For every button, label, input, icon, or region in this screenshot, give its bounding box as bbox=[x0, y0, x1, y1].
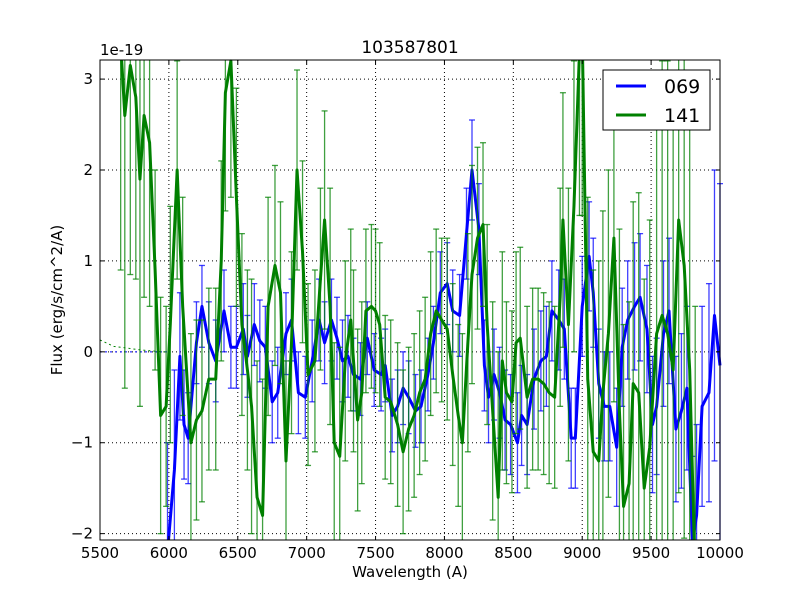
series-line-069 bbox=[167, 168, 694, 541]
grid bbox=[100, 60, 720, 540]
y-tick-label: −1 bbox=[71, 434, 93, 452]
series-line-141 bbox=[581, 59, 696, 541]
x-axis-label: Wavelength (A) bbox=[352, 563, 468, 581]
x-tick-label: 7500 bbox=[356, 544, 394, 562]
series-141 bbox=[117, 59, 699, 541]
series-069 bbox=[164, 119, 723, 541]
x-tick-label: 8000 bbox=[425, 544, 463, 562]
series-line-069 bbox=[691, 313, 722, 541]
chart-title: 103587801 bbox=[361, 38, 458, 58]
x-tick-label: 6500 bbox=[219, 544, 257, 562]
axes-frame bbox=[99, 59, 721, 541]
plot-area bbox=[99, 59, 723, 541]
y-tick-label: 3 bbox=[83, 70, 93, 88]
x-tick-label: 6000 bbox=[150, 544, 188, 562]
baseline-141-zero bbox=[99, 339, 169, 353]
ticks: 5500 6000 6500 7000 7500 8000 8500 9000 9500 1000… bbox=[71, 60, 744, 562]
legend: 069 141 bbox=[602, 69, 711, 131]
y-tick-label: 2 bbox=[83, 161, 93, 179]
x-tick-label: 8500 bbox=[494, 544, 532, 562]
x-tick-label: 9000 bbox=[563, 544, 601, 562]
legend-label-141: 141 bbox=[664, 105, 700, 127]
y-tick-label: 1 bbox=[83, 252, 93, 270]
x-tick-label: 5500 bbox=[81, 544, 119, 562]
legend-box bbox=[602, 69, 711, 131]
x-tick-label: 7000 bbox=[288, 544, 326, 562]
y-tick-label: −2 bbox=[71, 525, 93, 543]
y-tick-label: 0 bbox=[83, 343, 93, 361]
legend-label-069: 069 bbox=[664, 76, 700, 98]
x-tick-label: 10000 bbox=[696, 544, 744, 562]
x-tick-label: 9500 bbox=[632, 544, 670, 562]
y-axis-label: Flux (erg/s/cm^2/A) bbox=[48, 225, 66, 376]
series-line-141 bbox=[120, 59, 581, 517]
y-offset-label: 1e-19 bbox=[100, 41, 143, 59]
